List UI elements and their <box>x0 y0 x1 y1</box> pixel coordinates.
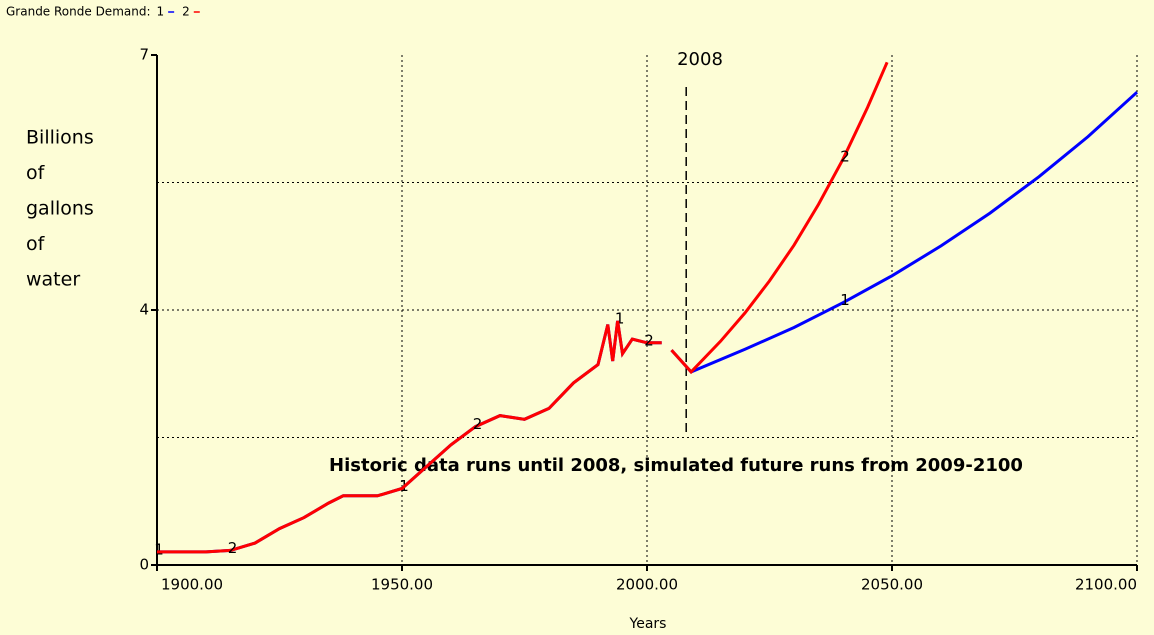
chart-title: Grande Ronde Demand: <box>6 5 151 19</box>
y-axis-label: of <box>26 233 46 255</box>
x-axis-label: Years <box>629 616 667 632</box>
series-marker: 1 <box>840 291 850 309</box>
vline-label: 2008 <box>677 49 723 70</box>
x-tick-label: 2100.00 <box>1075 576 1137 594</box>
y-axis-label: of <box>26 162 46 184</box>
series-marker: 2 <box>473 415 483 433</box>
y-tick-label: 4 <box>139 301 149 319</box>
y-axis-label: gallons <box>26 198 94 220</box>
series-marker: 2 <box>228 539 238 557</box>
series-marker: 2 <box>840 148 850 166</box>
series-marker: 2 <box>644 331 654 349</box>
x-tick-label: 1950.00 <box>371 576 433 594</box>
x-tick-label: 2050.00 <box>861 576 923 594</box>
x-tick-label: 2000.00 <box>616 576 678 594</box>
series-marker: 1 <box>154 540 164 558</box>
series-line <box>670 61 889 375</box>
y-axis-label: water <box>26 269 80 291</box>
series-marker: 1 <box>615 309 625 327</box>
annotation: Historic data runs until 2008, simulated… <box>329 455 1023 476</box>
y-axis-label: Billions <box>26 127 94 149</box>
y-tick-label: 0 <box>139 556 149 574</box>
x-tick-label: 1900.00 <box>161 576 223 594</box>
legend-label: 1 <box>157 5 165 19</box>
series-line <box>157 320 662 554</box>
y-tick-label: 7 <box>139 46 149 64</box>
legend-label: 2 <box>182 5 190 19</box>
